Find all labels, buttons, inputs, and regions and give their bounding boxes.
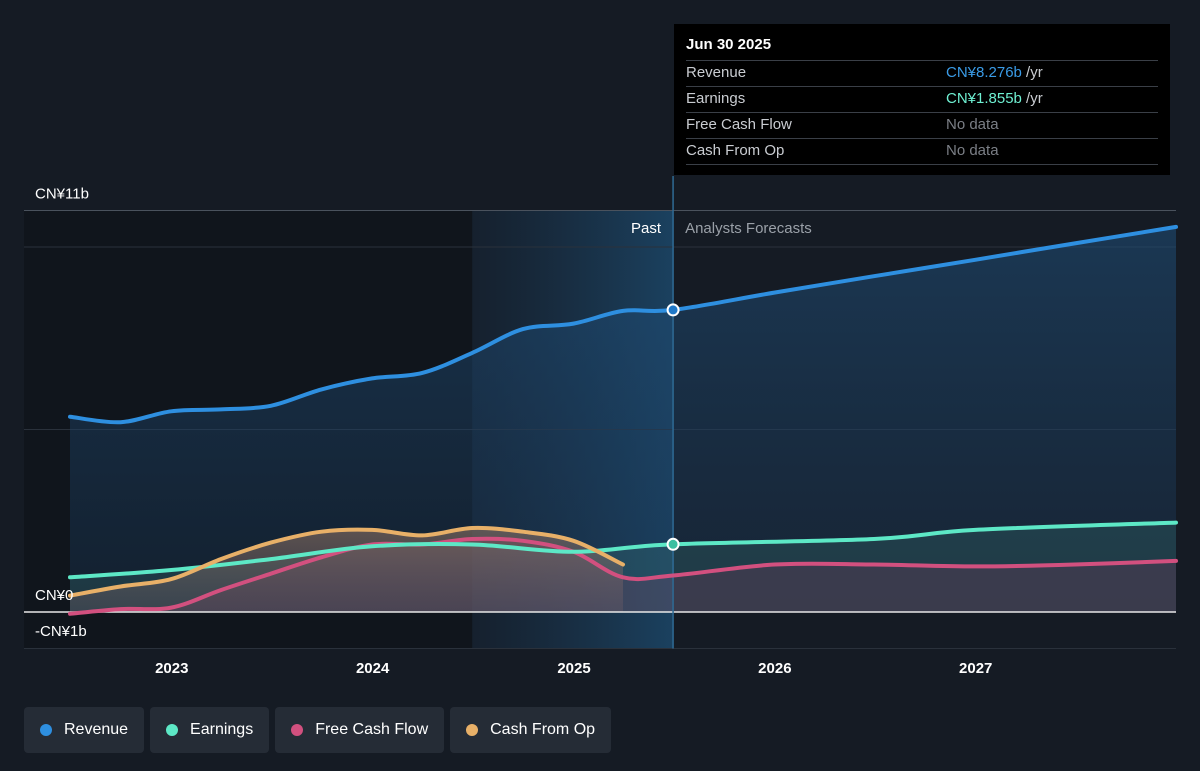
tooltip-value: CN¥8.276b /yr bbox=[946, 64, 1043, 81]
legend-dot-icon bbox=[291, 724, 304, 736]
legend-item-cash-from-op[interactable]: Cash From Op bbox=[450, 707, 612, 753]
y-axis-label: CN¥0 bbox=[35, 587, 73, 604]
line-earnings bbox=[68, 520, 1178, 580]
tooltip-row-earnings: Earnings CN¥1.855b /yr bbox=[686, 86, 1158, 112]
tooltip-row-revenue: Revenue CN¥8.276b /yr bbox=[686, 60, 1158, 86]
x-axis-tick: 2023 bbox=[155, 660, 188, 677]
legend-label: Cash From Op bbox=[490, 721, 596, 738]
legend-dot-icon bbox=[166, 724, 179, 736]
tooltip-row-cash-from-op: Cash From Op No data bbox=[686, 138, 1158, 165]
y-axis-label: -CN¥1b bbox=[35, 623, 87, 640]
tooltip-label: Cash From Op bbox=[686, 142, 785, 159]
tooltip-value: No data bbox=[946, 142, 999, 159]
chart-legend: Revenue Earnings Free Cash Flow Cash Fro… bbox=[24, 707, 612, 753]
line-free-cash-flow bbox=[68, 536, 1178, 616]
marker-earnings bbox=[666, 537, 680, 551]
line-revenue bbox=[68, 224, 1178, 425]
legend-dot-icon bbox=[40, 724, 52, 736]
tooltip-value: CN¥1.855b /yr bbox=[946, 90, 1043, 107]
legend-item-earnings[interactable]: Earnings bbox=[150, 707, 270, 753]
tooltip-date: Jun 30 2025 bbox=[686, 36, 772, 53]
past-label: Past bbox=[631, 220, 662, 237]
marker-revenue bbox=[666, 303, 680, 317]
forecast-label: Analysts Forecasts bbox=[685, 220, 812, 237]
legend-dot-icon bbox=[466, 724, 479, 736]
tooltip-label: Earnings bbox=[686, 90, 746, 107]
legend-item-revenue[interactable]: Revenue bbox=[24, 707, 145, 753]
line-cash-from-op bbox=[68, 525, 625, 598]
x-axis-tick: 2027 bbox=[959, 660, 992, 677]
legend-label: Revenue bbox=[64, 721, 129, 738]
y-axis-label: CN¥11b bbox=[35, 186, 89, 203]
x-axis-tick: 2025 bbox=[557, 660, 590, 677]
data-tooltip: Jun 30 2025 Revenue CN¥8.276b /yr Earnin… bbox=[674, 24, 1170, 175]
legend-item-free-cash-flow[interactable]: Free Cash Flow bbox=[275, 707, 445, 753]
tooltip-label: Revenue bbox=[686, 64, 747, 81]
tooltip-label: Free Cash Flow bbox=[686, 116, 792, 133]
tooltip-value: No data bbox=[946, 116, 999, 133]
area-cash-from-op bbox=[70, 527, 623, 612]
area-revenue bbox=[70, 226, 1176, 612]
x-axis-tick: 2024 bbox=[356, 660, 390, 677]
legend-label: Earnings bbox=[190, 721, 254, 738]
legend-label: Free Cash Flow bbox=[315, 721, 429, 738]
x-axis-tick: 2026 bbox=[758, 660, 791, 677]
tooltip-row-free-cash-flow: Free Cash Flow No data bbox=[686, 112, 1158, 138]
